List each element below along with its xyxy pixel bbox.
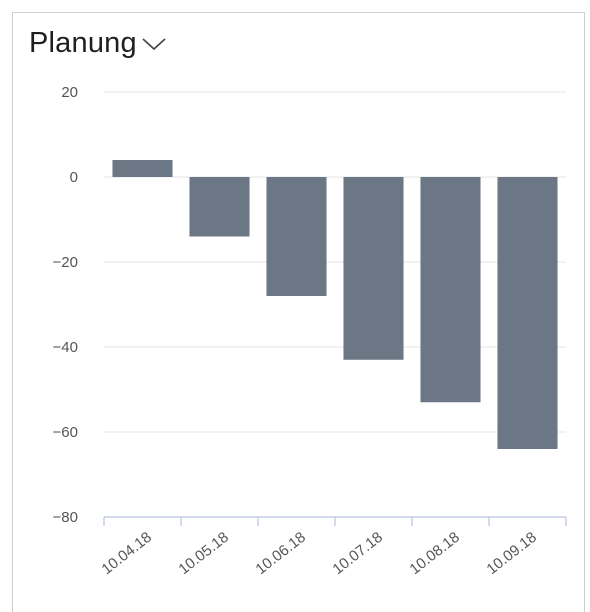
bar[interactable] (343, 177, 404, 360)
bars (112, 160, 558, 449)
x-tick-label: 10.09.18 (483, 529, 539, 578)
y-tick-label: 0 (70, 169, 78, 186)
chevron-down-icon[interactable] (141, 36, 167, 57)
chart-title: Planung (29, 27, 137, 59)
bar[interactable] (266, 177, 327, 296)
y-tick-label: −60 (53, 424, 78, 441)
y-tick-label: −80 (53, 509, 78, 526)
y-tick-label: −20 (53, 254, 78, 271)
bar[interactable] (189, 177, 250, 237)
x-tick-label: 10.04.18 (98, 529, 154, 578)
y-tick-label: −40 (53, 339, 78, 356)
y-axis-ticks: 20 0 −20 −40 −60 −80 (53, 84, 78, 526)
chart-title-dropdown[interactable]: Planung (29, 27, 167, 60)
x-axis-ticks: 10.04.18 10.05.18 10.06.18 10.07.18 10.08.18… (98, 529, 539, 578)
bar[interactable] (112, 160, 173, 177)
x-axis (103, 516, 567, 526)
chart-card: Planung (12, 12, 585, 612)
x-tick-label: 10.05.18 (175, 529, 231, 578)
x-tick-label: 10.06.18 (252, 529, 308, 578)
x-tick-label: 10.07.18 (329, 529, 385, 578)
grid-lines (104, 91, 566, 433)
x-tick-label: 10.08.18 (406, 529, 462, 578)
bar[interactable] (497, 177, 558, 449)
bar[interactable] (420, 177, 481, 403)
y-tick-label: 20 (61, 84, 78, 101)
